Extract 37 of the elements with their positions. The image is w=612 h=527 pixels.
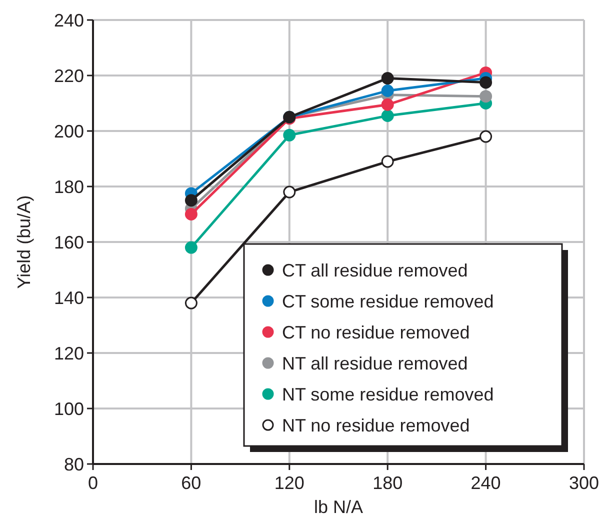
y-tick-label: 160 — [54, 232, 84, 252]
point — [184, 296, 198, 310]
point — [283, 186, 296, 198]
legend-label: NT all residue removed — [282, 353, 468, 374]
x-tick-label: 120 — [274, 473, 304, 493]
point — [184, 208, 198, 220]
point — [480, 90, 492, 103]
point — [381, 72, 394, 85]
y-tick-label: 80 — [64, 454, 84, 474]
legend-label: NT some residue removed — [282, 384, 494, 404]
legend-label: NT no residue removed — [282, 415, 470, 436]
y-tick-label: 120 — [54, 343, 84, 364]
point — [381, 109, 394, 122]
y-tick-label: 200 — [54, 121, 84, 142]
point — [381, 155, 394, 168]
y-tick-label: 240 — [54, 10, 84, 30]
point — [283, 128, 296, 142]
x-tick-label: 240 — [470, 473, 501, 493]
y-tick-label: 180 — [54, 176, 84, 197]
y-tick-label: 140 — [54, 288, 84, 308]
x-tick-label: 0 — [88, 473, 98, 493]
legend-label: CT some residue removed — [282, 291, 494, 312]
x-tick-label: 180 — [372, 473, 403, 493]
point — [381, 98, 394, 111]
point — [480, 130, 492, 143]
point — [184, 241, 198, 254]
legend-label: CT no residue removed — [282, 322, 470, 342]
x-axis-title: lb N/A — [314, 497, 364, 517]
y-axis-title: Yield (bu/A) — [14, 195, 34, 289]
point — [381, 84, 394, 98]
legend-label: CT all residue removed — [282, 260, 468, 280]
point — [184, 194, 198, 207]
point — [480, 76, 492, 89]
y-tick-label: 220 — [54, 66, 84, 86]
x-tick-label: 300 — [568, 473, 600, 493]
x-tick-label: 60 — [181, 473, 202, 493]
y-tick-label: 100 — [54, 398, 84, 419]
